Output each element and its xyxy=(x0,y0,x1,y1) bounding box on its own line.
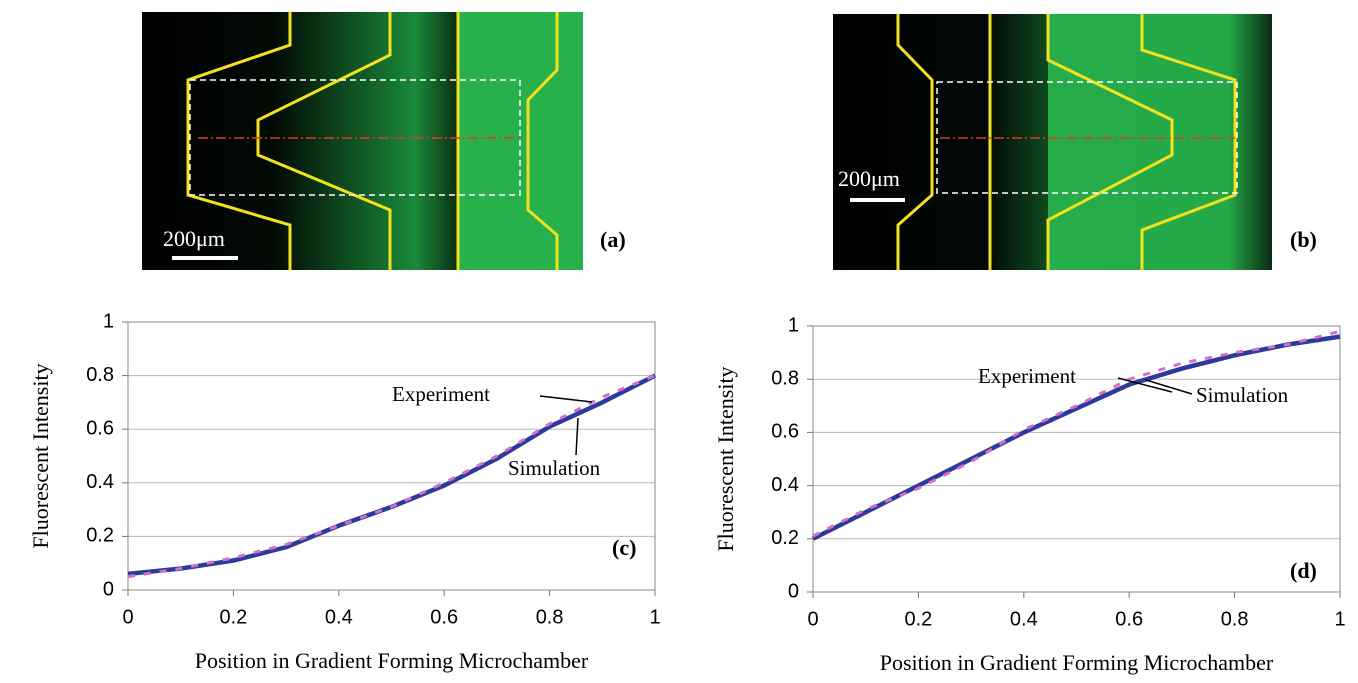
x-axis-title: Position in Gradient Forming Microchambe… xyxy=(195,648,589,673)
annotation: Simulation xyxy=(1196,383,1289,407)
figure: 200μm (a) 200μm (b) 0 0.2 0.4 0.6 0.8 1 0 0.2 0.… xyxy=(0,0,1358,683)
panel-label: (d) xyxy=(1290,558,1317,583)
series-line xyxy=(813,331,1340,536)
y-tick-label: 0.2 xyxy=(86,525,114,547)
y-tick-label: 0.6 xyxy=(771,421,799,443)
annotation-leader xyxy=(540,396,592,402)
x-tick-label: 0.4 xyxy=(325,606,353,628)
y-axis-title: Fluorescent Intensity xyxy=(28,363,53,548)
annotation-leader xyxy=(576,418,578,455)
y-tick-label: 0.4 xyxy=(771,474,799,496)
panel-label: (b) xyxy=(1290,227,1317,252)
annotation: Experiment xyxy=(978,364,1076,388)
y-tick-label: 0 xyxy=(788,580,799,602)
x-tick-label: 0 xyxy=(122,606,133,628)
series-line xyxy=(813,337,1340,539)
x-tick-label: 0 xyxy=(807,608,818,630)
y-tick-label: 0.8 xyxy=(771,367,799,389)
panel-label: (c) xyxy=(612,535,636,560)
scale-bar-label: 200μm xyxy=(163,226,225,251)
x-tick-label: 0.6 xyxy=(1115,608,1143,630)
x-tick-label: 1 xyxy=(1334,608,1345,630)
x-tick-label: 0.8 xyxy=(536,606,564,628)
page: {"images": [ {"scale_bar": "200μm", "lab… xyxy=(0,0,1358,683)
y-tick-label: 0.4 xyxy=(86,471,114,493)
panel-label: (a) xyxy=(600,227,626,252)
x-axis-title: Position in Gradient Forming Microchambe… xyxy=(880,650,1274,675)
y-tick-label: 1 xyxy=(103,310,114,332)
micrograph-a: 200μm xyxy=(142,12,583,270)
y-tick-label: 0 xyxy=(103,578,114,600)
y-tick-label: 0.6 xyxy=(86,417,114,439)
micrograph-b: 200μm xyxy=(833,14,1272,270)
x-tick-label: 0.2 xyxy=(904,608,932,630)
x-tick-label: 0.4 xyxy=(1010,608,1038,630)
x-tick-label: 0.6 xyxy=(430,606,458,628)
y-axis-title: Fluorescent Intensity xyxy=(713,366,738,551)
annotation: Simulation xyxy=(508,456,601,480)
x-tick-label: 0.8 xyxy=(1221,608,1249,630)
y-tick-label: 0.8 xyxy=(86,364,114,386)
annotation: Experiment xyxy=(392,382,490,406)
y-tick-label: 1 xyxy=(788,314,799,336)
y-tick-label: 0.2 xyxy=(771,527,799,549)
plot-frame xyxy=(813,326,1340,592)
x-tick-label: 0.2 xyxy=(219,606,247,628)
scale-bar-label: 200μm xyxy=(838,166,900,191)
x-tick-label: 1 xyxy=(649,606,660,628)
